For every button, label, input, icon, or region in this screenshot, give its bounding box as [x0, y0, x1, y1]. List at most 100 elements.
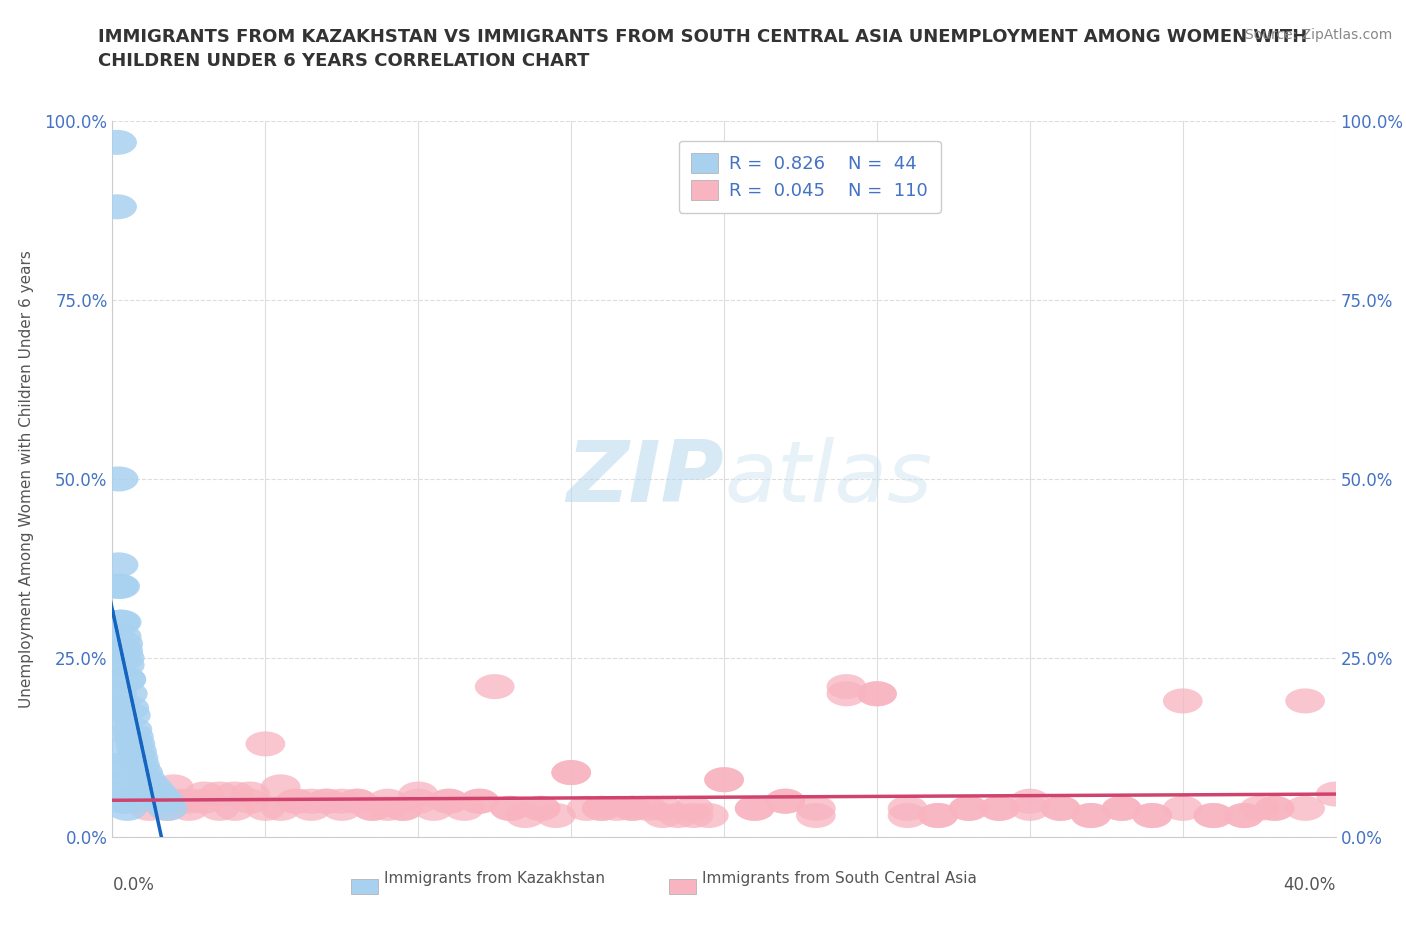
Ellipse shape — [148, 796, 187, 821]
Ellipse shape — [118, 746, 159, 771]
Ellipse shape — [398, 781, 439, 806]
Text: 40.0%: 40.0% — [1284, 876, 1336, 895]
Ellipse shape — [142, 789, 181, 814]
Ellipse shape — [887, 803, 928, 828]
Ellipse shape — [551, 760, 591, 785]
Ellipse shape — [105, 653, 145, 678]
Ellipse shape — [103, 781, 142, 806]
Ellipse shape — [169, 796, 209, 821]
Ellipse shape — [1194, 803, 1233, 828]
Ellipse shape — [475, 674, 515, 699]
Ellipse shape — [1102, 796, 1142, 821]
Ellipse shape — [673, 796, 713, 821]
Ellipse shape — [1225, 803, 1264, 828]
Ellipse shape — [505, 803, 546, 828]
Ellipse shape — [491, 796, 530, 821]
Ellipse shape — [215, 781, 254, 806]
Ellipse shape — [1010, 789, 1050, 814]
Ellipse shape — [117, 738, 157, 764]
Ellipse shape — [260, 796, 301, 821]
Ellipse shape — [100, 760, 139, 785]
Ellipse shape — [145, 789, 184, 814]
Legend: R =  0.826    N =  44, R =  0.045    N =  110: R = 0.826 N = 44, R = 0.045 N = 110 — [679, 140, 941, 213]
Ellipse shape — [1071, 803, 1111, 828]
Ellipse shape — [1316, 781, 1355, 806]
Ellipse shape — [858, 682, 897, 706]
Ellipse shape — [735, 796, 775, 821]
Ellipse shape — [765, 789, 806, 814]
Ellipse shape — [97, 738, 136, 764]
Ellipse shape — [1132, 803, 1173, 828]
Ellipse shape — [101, 610, 142, 634]
Ellipse shape — [138, 789, 179, 814]
Ellipse shape — [246, 731, 285, 756]
Ellipse shape — [231, 789, 270, 814]
Ellipse shape — [98, 467, 138, 491]
Ellipse shape — [108, 682, 148, 706]
Ellipse shape — [949, 796, 988, 821]
FancyBboxPatch shape — [669, 879, 696, 895]
Ellipse shape — [1102, 796, 1142, 821]
Ellipse shape — [980, 796, 1019, 821]
Ellipse shape — [97, 194, 136, 219]
Ellipse shape — [382, 796, 423, 821]
Ellipse shape — [98, 753, 138, 777]
Ellipse shape — [827, 682, 866, 706]
Ellipse shape — [887, 796, 928, 821]
Ellipse shape — [429, 789, 468, 814]
Ellipse shape — [98, 696, 138, 721]
Ellipse shape — [112, 717, 152, 742]
Ellipse shape — [184, 781, 224, 806]
Ellipse shape — [1132, 803, 1173, 828]
Ellipse shape — [704, 767, 744, 792]
Ellipse shape — [643, 803, 683, 828]
Ellipse shape — [120, 753, 160, 777]
Ellipse shape — [1285, 688, 1324, 713]
Ellipse shape — [97, 682, 136, 706]
Ellipse shape — [353, 796, 392, 821]
Ellipse shape — [673, 803, 713, 828]
Ellipse shape — [613, 796, 652, 821]
Ellipse shape — [276, 789, 316, 814]
Ellipse shape — [765, 789, 806, 814]
Ellipse shape — [124, 781, 163, 806]
Ellipse shape — [291, 796, 332, 821]
Ellipse shape — [598, 796, 637, 821]
Ellipse shape — [1071, 803, 1111, 828]
Ellipse shape — [215, 796, 254, 821]
Ellipse shape — [105, 789, 145, 814]
Ellipse shape — [307, 789, 346, 814]
Ellipse shape — [1040, 796, 1080, 821]
Ellipse shape — [104, 789, 143, 814]
Ellipse shape — [858, 682, 897, 706]
Ellipse shape — [627, 796, 668, 821]
Ellipse shape — [110, 696, 149, 721]
Ellipse shape — [127, 767, 166, 792]
Ellipse shape — [582, 796, 621, 821]
Text: Immigrants from South Central Asia: Immigrants from South Central Asia — [702, 871, 977, 886]
Ellipse shape — [1040, 796, 1080, 821]
Ellipse shape — [276, 789, 316, 814]
Ellipse shape — [100, 610, 141, 634]
Ellipse shape — [231, 781, 270, 806]
Ellipse shape — [114, 724, 153, 750]
Ellipse shape — [1194, 803, 1233, 828]
Ellipse shape — [105, 645, 145, 671]
Ellipse shape — [307, 789, 346, 814]
Ellipse shape — [689, 803, 728, 828]
Ellipse shape — [1254, 796, 1295, 821]
Ellipse shape — [460, 789, 499, 814]
Ellipse shape — [291, 789, 332, 814]
Ellipse shape — [132, 775, 172, 800]
Ellipse shape — [138, 789, 179, 814]
Ellipse shape — [135, 781, 176, 806]
Ellipse shape — [337, 789, 377, 814]
Ellipse shape — [129, 796, 169, 821]
Text: 0.0%: 0.0% — [112, 876, 155, 895]
Ellipse shape — [658, 803, 699, 828]
Ellipse shape — [117, 789, 157, 814]
Ellipse shape — [96, 717, 135, 742]
Ellipse shape — [520, 796, 561, 821]
Ellipse shape — [97, 130, 136, 155]
Ellipse shape — [368, 789, 408, 814]
